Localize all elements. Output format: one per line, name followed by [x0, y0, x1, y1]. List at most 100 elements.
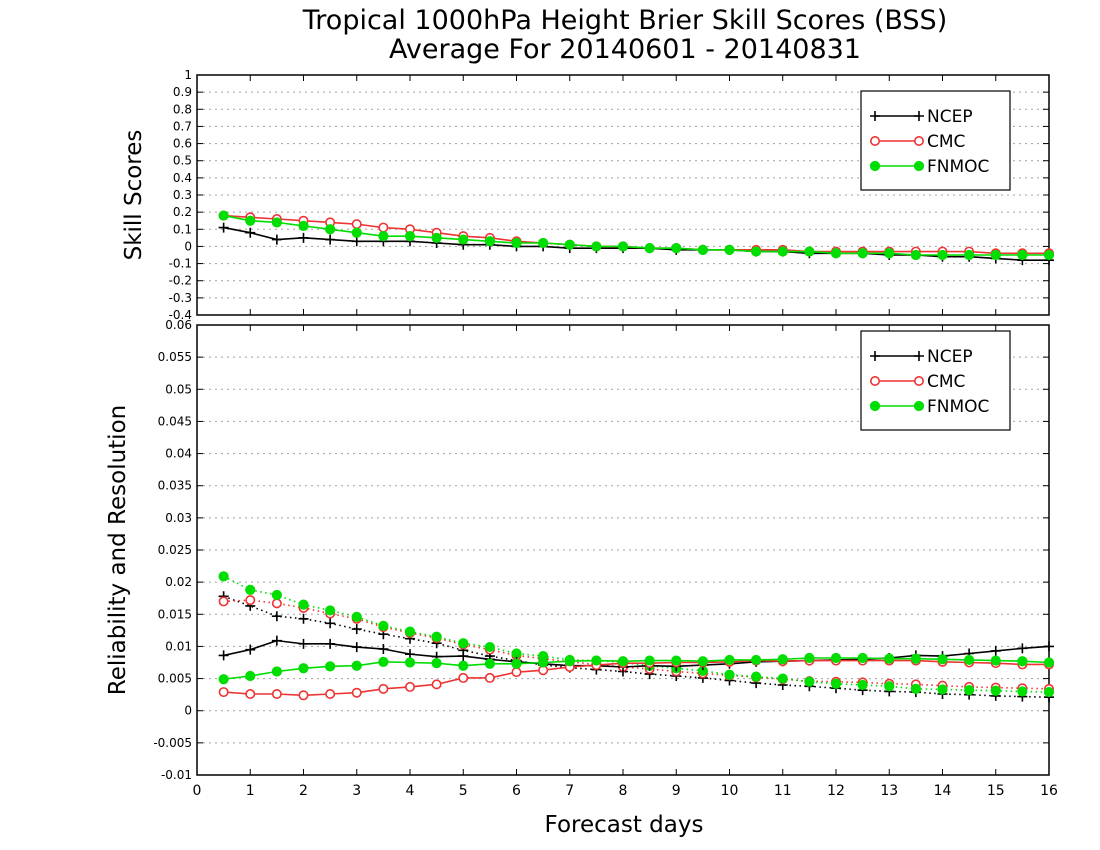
legend-marker [914, 111, 924, 121]
legend-label-fnmoc: FNMOC [927, 157, 989, 177]
x-tick-label: 15 [987, 783, 1005, 799]
x-tick-label: 3 [352, 783, 361, 799]
data-point [325, 224, 336, 235]
data-point [458, 638, 469, 649]
legend-label-ncep: NCEP [927, 347, 973, 367]
data-point [325, 688, 336, 699]
data-point [724, 244, 735, 255]
x-tick-label: 14 [934, 783, 952, 799]
data-point [564, 239, 575, 250]
data-point [484, 641, 495, 653]
data-point [218, 650, 229, 661]
data-point [458, 672, 469, 683]
data-point [804, 676, 815, 687]
data-point [830, 678, 842, 689]
data-point [1017, 656, 1028, 667]
data-point [617, 241, 629, 252]
x-tick-label: 5 [459, 783, 468, 799]
data-point [830, 248, 842, 259]
data-point [964, 685, 975, 696]
data-point [325, 661, 336, 672]
data-point [218, 571, 229, 582]
y-tick-label: 0.1 [173, 222, 192, 236]
series-line [223, 214, 1049, 256]
data-point [751, 654, 762, 666]
data-point [1017, 249, 1028, 261]
series-line [223, 595, 1050, 699]
chart-subtitle: Average For 20140601 - 20140831 [389, 34, 861, 65]
legend-marker [914, 351, 924, 361]
y-tick-label: 0.025 [158, 543, 192, 557]
data-point [538, 657, 549, 668]
data-point [431, 232, 442, 243]
data-point [910, 249, 921, 261]
data-point [511, 667, 522, 678]
legend: NCEP CMC FNMOC [860, 330, 1011, 431]
reliability-resolution-ylabel: Reliability and Resolution [105, 405, 131, 695]
x-tick-label: 4 [406, 783, 415, 799]
y-tick-label: 1 [184, 68, 192, 82]
series-fnmoc-solid [218, 210, 1055, 261]
data-point [351, 642, 362, 653]
data-point [1043, 249, 1055, 261]
data-point [990, 685, 1001, 696]
data-point [245, 688, 256, 699]
series-cmc-solid [218, 210, 1055, 259]
data-point [245, 670, 256, 682]
data-point [378, 222, 389, 233]
data-point [458, 651, 469, 662]
x-tick-label: 12 [827, 783, 845, 799]
series-line [223, 575, 1050, 693]
data-point [724, 669, 735, 680]
data-point [644, 243, 655, 254]
y-tick-label: -0.1 [169, 257, 192, 271]
data-point [458, 660, 469, 671]
data-point [325, 234, 336, 245]
data-point [724, 654, 735, 666]
data-point [564, 656, 575, 667]
skill-score-panel: -0.4 -0.3 -0.2 -0.1 0 0.1 0.2 0.3 0.4 0.5 0.6 0.7 0.… [169, 68, 1055, 322]
data-point [830, 652, 842, 664]
data-point [511, 237, 522, 249]
data-point [671, 655, 682, 666]
data-point [218, 210, 229, 221]
data-point [751, 246, 762, 257]
y-tick-label: 0.9 [173, 85, 192, 99]
x-tick-label: 10 [721, 783, 739, 799]
data-point [1017, 686, 1028, 697]
data-point [271, 234, 282, 245]
y-tick-label: 0.05 [165, 382, 192, 396]
x-tick-label: 8 [619, 783, 628, 799]
data-point [378, 231, 389, 242]
data-point [964, 654, 975, 666]
y-tick-label: 0.06 [165, 318, 192, 332]
data-point [777, 246, 788, 257]
data-point [511, 648, 522, 659]
data-point [271, 217, 282, 228]
data-point [351, 227, 362, 238]
data-point [271, 598, 282, 609]
data-point [245, 644, 256, 655]
data-point [484, 672, 495, 683]
data-point [751, 671, 762, 682]
data-point [245, 595, 256, 606]
data-point [804, 652, 815, 664]
data-point [884, 653, 895, 664]
data-point [937, 684, 948, 695]
data-point [378, 644, 389, 654]
data-point [298, 613, 309, 624]
y-tick-label: -0.01 [161, 768, 192, 782]
data-point [431, 631, 442, 642]
x-tick-label: 1 [246, 783, 255, 799]
data-point [538, 237, 549, 249]
data-point [671, 243, 682, 254]
data-point [857, 679, 868, 691]
data-point [298, 220, 309, 231]
series-fnmoc-solid [218, 652, 1055, 685]
y-tick-label: -0.2 [169, 274, 192, 288]
y-tick-label: 0 [184, 239, 192, 253]
data-point [484, 658, 495, 669]
y-tick-label: -0.005 [153, 736, 192, 750]
legend-label-fnmoc: FNMOC [927, 397, 989, 417]
